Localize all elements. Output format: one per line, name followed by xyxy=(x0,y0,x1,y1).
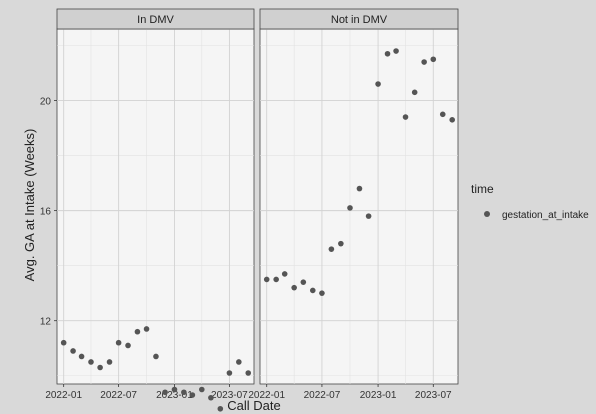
x-axis-label: Call Date xyxy=(227,398,280,413)
data-point xyxy=(365,213,372,219)
data-point xyxy=(300,279,307,285)
data-point xyxy=(143,326,150,332)
y-axis-label: Avg. GA at Intake (Weeks) xyxy=(22,129,37,282)
x-tick-label: 2023-01 xyxy=(156,390,193,401)
data-point xyxy=(125,342,131,349)
data-point xyxy=(263,276,270,283)
data-point xyxy=(198,386,205,393)
x-tick-label: 2022-07 xyxy=(304,390,341,401)
data-point xyxy=(217,405,224,412)
data-point xyxy=(88,359,94,365)
data-point xyxy=(449,117,456,123)
x-tick-label: 2023-07 xyxy=(415,390,452,401)
data-point xyxy=(153,353,159,360)
data-point xyxy=(70,348,76,354)
data-point xyxy=(78,353,85,360)
data-point xyxy=(245,370,252,376)
data-point xyxy=(347,205,353,211)
facet-strip-label: Not in DMV xyxy=(331,14,388,26)
data-point xyxy=(106,359,113,365)
data-point xyxy=(162,389,168,396)
data-point xyxy=(328,246,335,252)
facet-panel: 12 16 20 2022-01 2022-07 2023-01 2023-07 In DMV xyxy=(40,8,255,412)
facet-strip-label: In DMV xyxy=(137,14,174,26)
facet-panels: 12 16 20 2022-01 2022-07 2023-01 2023-07 In DMV… xyxy=(40,8,459,412)
facet-panel: 2022-01 2022-07 2023-01 2023-07 Not in DMV xyxy=(248,8,459,401)
x-tick-label: 2022-01 xyxy=(45,390,82,401)
data-point xyxy=(309,287,316,294)
panel-background xyxy=(259,28,459,385)
data-point xyxy=(171,386,178,393)
x-tick-label: 2023-07 xyxy=(211,390,248,401)
legend-title: time xyxy=(471,182,494,196)
data-point xyxy=(134,328,141,335)
data-point xyxy=(281,271,288,277)
data-point xyxy=(430,56,437,63)
data-point xyxy=(393,48,399,54)
legend-marker xyxy=(484,211,490,217)
data-point xyxy=(411,89,418,96)
data-point xyxy=(181,389,187,396)
data-point xyxy=(402,114,409,120)
data-point xyxy=(356,185,363,192)
data-point xyxy=(208,394,214,401)
facet-strip xyxy=(56,8,255,30)
data-point xyxy=(97,364,103,371)
data-point xyxy=(291,284,297,291)
data-point xyxy=(226,370,233,376)
x-tick-label: 2023-01 xyxy=(360,390,397,401)
x-tick-label: 2022-01 xyxy=(248,390,285,401)
data-point xyxy=(319,290,325,296)
data-point xyxy=(273,276,279,283)
panel-background xyxy=(56,28,255,385)
data-point xyxy=(375,81,381,87)
facet-strip xyxy=(259,8,459,30)
data-point xyxy=(236,359,242,365)
data-point xyxy=(115,339,122,346)
data-point xyxy=(189,392,196,398)
data-point xyxy=(421,59,427,65)
legend: time gestation_at_intake xyxy=(471,182,589,221)
data-point xyxy=(384,50,391,57)
y-tick-label: 20 xyxy=(40,97,52,108)
data-point xyxy=(439,111,446,118)
data-point xyxy=(60,339,67,346)
data-point xyxy=(338,240,344,247)
y-tick-label: 12 xyxy=(40,317,52,328)
legend-entry: gestation_at_intake xyxy=(502,210,589,221)
y-tick-label: 16 xyxy=(40,207,52,218)
x-tick-label: 2022-07 xyxy=(100,390,137,401)
